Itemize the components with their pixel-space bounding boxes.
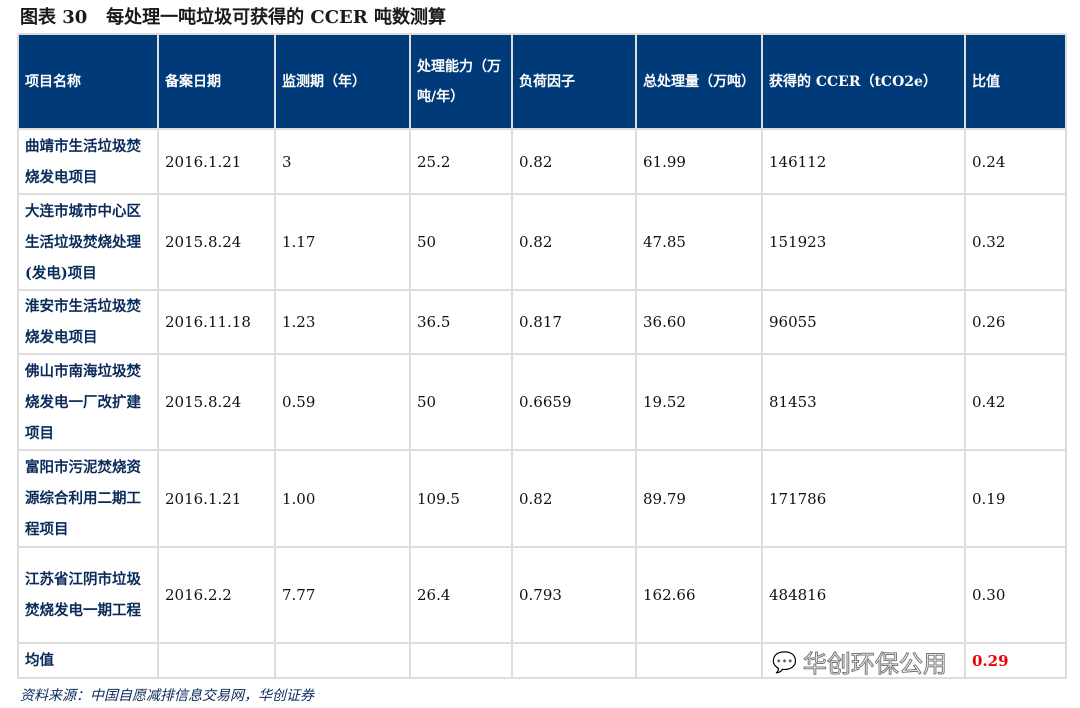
- header-cell: 监测期（年）: [274, 33, 411, 130]
- data-cell: 25.2: [409, 128, 513, 195]
- data-cell: 3: [274, 128, 411, 195]
- data-cell: 151923: [761, 193, 966, 291]
- data-cell: 96055: [761, 289, 966, 355]
- data-cell: 0.59: [274, 353, 411, 451]
- data-cell: 1.00: [274, 449, 411, 548]
- table-row: 佛山市南海垃圾焚烧发电一厂改扩建项目 2015.8.24 0.59 50 0.6659 1…: [17, 353, 1067, 451]
- data-cell: 2016.2.2: [157, 546, 276, 644]
- data-cell: 7.77: [274, 546, 411, 644]
- header-cell: 获得的 CCER（tCO2e）: [761, 33, 966, 130]
- watermark: 💬 华创环保公用: [772, 649, 948, 679]
- table-row: 富阳市污泥焚烧资源综合利用二期工程项目 2016.1.21 1.00 109.5 0.8…: [17, 449, 1067, 548]
- data-cell: 36.5: [409, 289, 513, 355]
- data-cell: 0.32: [964, 193, 1067, 291]
- data-cell: 36.60: [635, 289, 763, 355]
- data-cell: 47.85: [635, 193, 763, 291]
- data-cell: 2016.11.18: [157, 289, 276, 355]
- table-row: 大连市城市中心区生活垃圾焚烧处理(发电)项目 2015.8.24 1.17 50 0.8…: [17, 193, 1067, 291]
- header-cell: 总处理量（万吨）: [635, 33, 763, 130]
- average-value: 0.29: [964, 642, 1067, 679]
- empty-cell: [635, 642, 763, 679]
- empty-cell: [274, 642, 411, 679]
- header-cell: 负荷因子: [511, 33, 637, 130]
- header-cell: 项目名称: [17, 33, 159, 130]
- data-cell: 1.17: [274, 193, 411, 291]
- table-row: 淮安市生活垃圾焚烧发电项目 2016.11.18 1.23 36.5 0.817 36.6…: [17, 289, 1067, 355]
- header-cell: 比值: [964, 33, 1067, 130]
- data-cell: 0.42: [964, 353, 1067, 451]
- data-cell: 26.4: [409, 546, 513, 644]
- data-cell: 162.66: [635, 546, 763, 644]
- data-cell: 61.99: [635, 128, 763, 195]
- project-name-cell: 富阳市污泥焚烧资源综合利用二期工程项目: [17, 449, 159, 548]
- figure: 图表 30 每处理一吨垃圾可获得的 CCER 吨数测算 项目名称 备案日期 监测…: [17, 6, 1077, 705]
- ccer-table: 项目名称 备案日期 监测期（年） 处理能力（万吨/年） 负荷因子 总处理量（万吨…: [17, 33, 1067, 679]
- data-cell: 0.82: [511, 449, 637, 548]
- project-name-cell: 大连市城市中心区生活垃圾焚烧处理(发电)项目: [17, 193, 159, 291]
- data-cell: 2015.8.24: [157, 353, 276, 451]
- data-cell: 50: [409, 353, 513, 451]
- data-cell: 0.793: [511, 546, 637, 644]
- data-cell: 0.82: [511, 193, 637, 291]
- header-cell: 处理能力（万吨/年）: [409, 33, 513, 130]
- empty-cell: [157, 642, 276, 679]
- data-cell: 0.82: [511, 128, 637, 195]
- empty-cell: [511, 642, 637, 679]
- data-cell: 0.30: [964, 546, 1067, 644]
- data-cell: 146112: [761, 128, 966, 195]
- data-cell: 2016.1.21: [157, 449, 276, 548]
- project-name-cell: 淮安市生活垃圾焚烧发电项目: [17, 289, 159, 355]
- data-cell: 0.817: [511, 289, 637, 355]
- data-cell: 0.26: [964, 289, 1067, 355]
- table-row: 曲靖市生活垃圾焚烧发电项目 2016.1.21 3 25.2 0.82 61.99 1461…: [17, 128, 1067, 195]
- data-cell: 19.52: [635, 353, 763, 451]
- source-note: 资料来源：中国自愿减排信息交易网，华创证券: [20, 688, 314, 704]
- empty-cell: [409, 642, 513, 679]
- data-cell: 0.24: [964, 128, 1067, 195]
- data-cell: 0.6659: [511, 353, 637, 451]
- empty-cell: [761, 642, 966, 679]
- project-name-cell: 江苏省江阴市垃圾焚烧发电一期工程: [17, 546, 159, 644]
- average-row: 均值 0.29: [17, 642, 1067, 679]
- header-cell: 备案日期: [157, 33, 276, 130]
- average-label: 均值: [17, 642, 159, 679]
- table-row: 江苏省江阴市垃圾焚烧发电一期工程 2016.2.2 7.77 26.4 0.793 162…: [17, 546, 1067, 644]
- data-cell: 81453: [761, 353, 966, 451]
- data-cell: 1.23: [274, 289, 411, 355]
- data-cell: 2016.1.21: [157, 128, 276, 195]
- wechat-icon: 💬: [772, 649, 798, 674]
- data-cell: 484816: [761, 546, 966, 644]
- figure-title: 图表 30 每处理一吨垃圾可获得的 CCER 吨数测算: [20, 7, 446, 28]
- data-cell: 0.19: [964, 449, 1067, 548]
- header-row: 项目名称 备案日期 监测期（年） 处理能力（万吨/年） 负荷因子 总处理量（万吨…: [17, 33, 1067, 130]
- project-name-cell: 佛山市南海垃圾焚烧发电一厂改扩建项目: [17, 353, 159, 451]
- data-cell: 109.5: [409, 449, 513, 548]
- data-cell: 171786: [761, 449, 966, 548]
- data-cell: 50: [409, 193, 513, 291]
- data-cell: 2015.8.24: [157, 193, 276, 291]
- data-cell: 89.79: [635, 449, 763, 548]
- project-name-cell: 曲靖市生活垃圾焚烧发电项目: [17, 128, 159, 195]
